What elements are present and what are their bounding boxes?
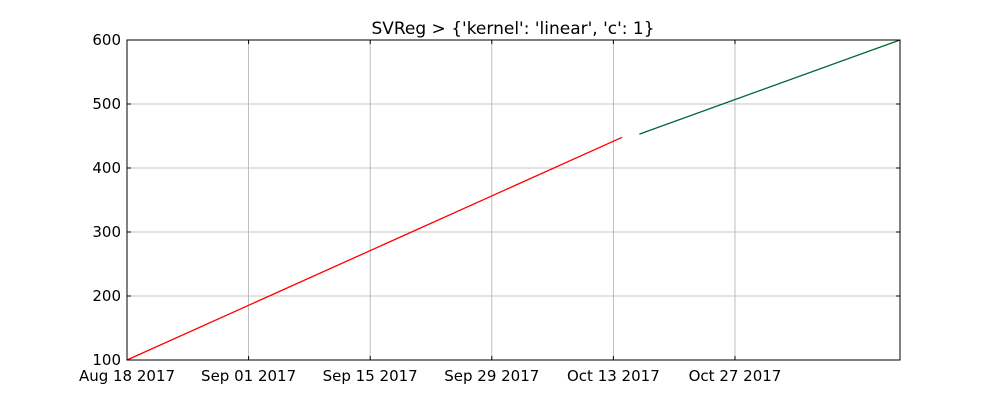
x-tick-label: Aug 18 2017 bbox=[79, 367, 175, 385]
x-tick-label: Sep 15 2017 bbox=[323, 367, 418, 385]
y-tick-label: 400 bbox=[92, 159, 121, 177]
x-tick-label: Sep 01 2017 bbox=[201, 367, 296, 385]
ticks: 100 200 300 400 500 600 Aug 18 2017 Sep 01 2017… bbox=[79, 31, 900, 385]
chart-title: SVReg > {'kernel': 'linear', 'c': 1} bbox=[371, 19, 654, 39]
x-tick-label: Oct 13 2017 bbox=[567, 367, 660, 385]
grid bbox=[126, 39, 900, 361]
y-tick-label: 500 bbox=[92, 95, 121, 113]
plot-frame bbox=[126, 39, 901, 361]
y-tick-label: 300 bbox=[92, 223, 121, 241]
x-tick-label: Sep 29 2017 bbox=[444, 367, 539, 385]
y-tick-label: 600 bbox=[92, 31, 121, 49]
x-tick-label: Oct 27 2017 bbox=[689, 367, 782, 385]
series-line-1 bbox=[126, 136, 623, 361]
series-layer bbox=[126, 39, 901, 361]
y-tick-label: 100 bbox=[92, 351, 121, 369]
y-tick-label: 200 bbox=[92, 287, 121, 305]
series-line-2 bbox=[639, 39, 901, 135]
